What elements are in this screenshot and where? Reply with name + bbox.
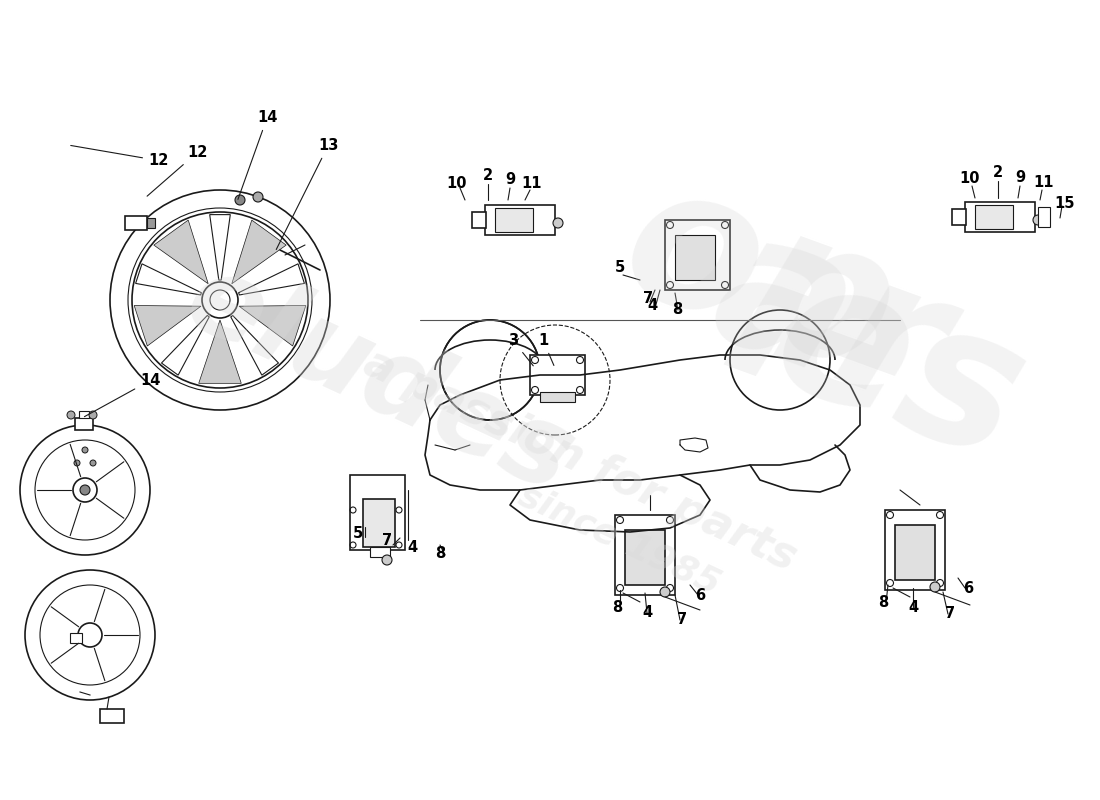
Polygon shape (210, 214, 230, 280)
Text: 14: 14 (85, 373, 161, 417)
Text: 1: 1 (538, 333, 554, 366)
Circle shape (89, 411, 97, 419)
Text: 4: 4 (407, 540, 417, 555)
Text: 12: 12 (70, 146, 168, 168)
FancyBboxPatch shape (79, 411, 89, 418)
Text: 14: 14 (238, 110, 277, 199)
Text: 7: 7 (676, 612, 688, 627)
Text: op: op (600, 145, 921, 415)
Circle shape (382, 555, 392, 565)
Text: 8: 8 (878, 595, 888, 610)
Circle shape (553, 218, 563, 228)
Text: 8: 8 (612, 600, 623, 615)
Text: since 1985: since 1985 (514, 478, 726, 602)
FancyBboxPatch shape (625, 530, 666, 585)
FancyBboxPatch shape (125, 216, 147, 230)
FancyBboxPatch shape (965, 202, 1035, 232)
Text: 13: 13 (276, 138, 339, 250)
Text: ar: ar (691, 193, 969, 447)
Text: 6: 6 (962, 581, 974, 596)
Circle shape (660, 587, 670, 597)
FancyBboxPatch shape (615, 515, 675, 595)
FancyBboxPatch shape (370, 547, 390, 557)
Text: eludes: eludes (170, 244, 590, 516)
Circle shape (90, 460, 96, 466)
FancyBboxPatch shape (147, 218, 155, 228)
Polygon shape (239, 306, 306, 346)
Circle shape (253, 192, 263, 202)
Text: 7: 7 (642, 291, 653, 306)
FancyBboxPatch shape (540, 392, 575, 402)
FancyBboxPatch shape (350, 475, 405, 550)
FancyBboxPatch shape (895, 525, 935, 580)
Text: 9: 9 (505, 172, 515, 187)
Polygon shape (232, 220, 286, 284)
Text: 2: 2 (993, 165, 1003, 180)
Text: 8: 8 (672, 302, 682, 317)
Polygon shape (134, 306, 201, 346)
Polygon shape (135, 264, 201, 295)
Text: 7: 7 (382, 533, 392, 548)
Circle shape (80, 485, 90, 495)
FancyBboxPatch shape (100, 709, 124, 723)
Text: 10: 10 (959, 171, 980, 186)
Text: 5: 5 (353, 526, 363, 541)
FancyBboxPatch shape (1038, 207, 1050, 227)
Circle shape (235, 195, 245, 205)
FancyBboxPatch shape (75, 418, 94, 430)
Text: 11: 11 (1034, 175, 1054, 190)
Text: 3: 3 (508, 333, 534, 366)
Polygon shape (199, 320, 241, 383)
Text: 8: 8 (434, 546, 446, 561)
FancyBboxPatch shape (666, 220, 730, 290)
FancyBboxPatch shape (472, 212, 486, 228)
Polygon shape (231, 315, 278, 375)
Text: 7: 7 (945, 606, 955, 621)
Text: 12: 12 (147, 145, 208, 196)
Text: 6: 6 (695, 588, 705, 603)
FancyBboxPatch shape (363, 499, 395, 547)
Polygon shape (162, 315, 209, 375)
FancyBboxPatch shape (952, 209, 966, 225)
Text: 4: 4 (908, 600, 918, 615)
Text: 15: 15 (1055, 196, 1076, 211)
Text: 10: 10 (447, 176, 468, 191)
Circle shape (74, 460, 80, 466)
FancyBboxPatch shape (485, 205, 556, 235)
Polygon shape (239, 264, 305, 295)
Text: a passion for parts: a passion for parts (356, 341, 803, 579)
FancyBboxPatch shape (495, 208, 534, 232)
FancyBboxPatch shape (675, 235, 715, 280)
Circle shape (67, 411, 75, 419)
FancyBboxPatch shape (70, 633, 82, 643)
Text: 4: 4 (647, 298, 657, 313)
Text: 11: 11 (521, 176, 542, 191)
Polygon shape (154, 220, 208, 284)
Text: 4: 4 (642, 605, 652, 620)
FancyBboxPatch shape (886, 510, 945, 590)
Text: 5: 5 (615, 260, 625, 275)
Circle shape (930, 582, 940, 592)
Text: 2: 2 (483, 168, 493, 183)
Circle shape (82, 447, 88, 453)
Text: es: es (751, 239, 1048, 501)
FancyBboxPatch shape (975, 205, 1013, 229)
FancyBboxPatch shape (530, 355, 585, 395)
Text: 9: 9 (1015, 170, 1025, 185)
Circle shape (1033, 215, 1043, 225)
